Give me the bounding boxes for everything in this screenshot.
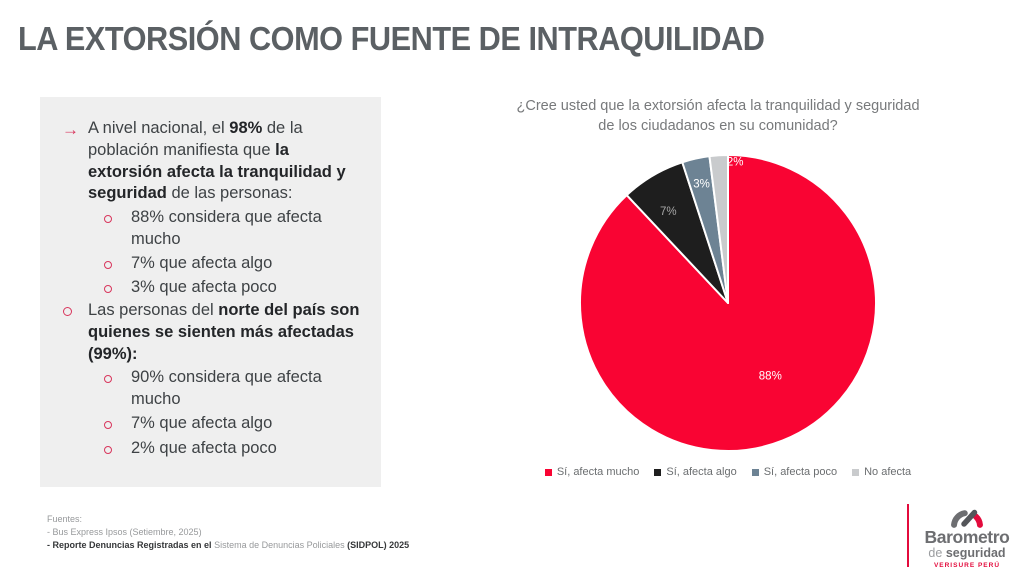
summary-box: → A nivel nacional, el 98% de la poblaci… [40, 97, 381, 487]
sub-item-text: 7% que afecta algo [131, 253, 273, 272]
sub-item-text: 2% que afecta poco [131, 438, 277, 457]
chart-title: ¿Cree usted que la extorsión afecta la t… [468, 96, 968, 136]
sub-item-text: 7% que afecta algo [131, 413, 273, 432]
pie-slice-label: 7% [660, 206, 677, 218]
bullet-north: Las personas del norte del país son quie… [62, 300, 365, 365]
pie-slice-label: 88% [759, 371, 782, 383]
bullet-north-text: Las personas del norte del país son quie… [88, 301, 360, 363]
circle-bullet-icon [62, 300, 88, 323]
legend-item: Sí, afecta algo [654, 466, 737, 478]
legend-label: Sí, afecta mucho [556, 466, 640, 478]
list-item: 2% que afecta poco [104, 438, 365, 461]
legend-label: Sí, afecta poco [763, 466, 838, 478]
legend-swatch [751, 468, 759, 476]
sub-item-text: 3% que afecta poco [131, 278, 277, 297]
chart-title-line1: ¿Cree usted que la extorsión afecta la t… [516, 98, 920, 114]
sources-note: Fuentes: - Bus Express Ipsos (Setiembre,… [47, 513, 409, 552]
logo-subtitle: de seguridad [928, 546, 1006, 560]
legend-swatch [852, 468, 860, 476]
chart-title-line2: de los ciudadanos en su comunidad? [598, 118, 838, 134]
list-item: 7% que afecta algo [104, 253, 365, 276]
page-title: LA EXTORSIÓN COMO FUENTE DE INTRAQUILIDA… [18, 20, 765, 57]
list-item: 7% que afecta algo [104, 413, 365, 436]
bullet-national-sublist: 88% considera que afecta mucho 7% que af… [104, 207, 365, 300]
circle-bullet-icon [104, 207, 131, 230]
circle-bullet-icon [104, 367, 131, 390]
pie-chart-container: 88% 7% 3% 2% [560, 135, 896, 471]
circle-bullet-icon [104, 413, 131, 436]
arrow-bullet-icon: → [62, 120, 79, 139]
source-line: - Bus Express Ipsos (Setiembre, 2025) [47, 527, 202, 538]
pie-slice-label: 3% [693, 179, 710, 191]
legend-swatch [544, 468, 552, 476]
legend-item: Sí, afecta mucho [544, 466, 640, 478]
pie-chart: 88% 7% 3% 2% [579, 154, 877, 452]
bullet-national: → A nivel nacional, el 98% de la poblaci… [62, 118, 365, 205]
logo-tagline: VERISURE PERÚ [933, 562, 1001, 569]
logo-name: Barometro [924, 527, 1010, 547]
sub-item-text: 90% considera que afecta mucho [131, 368, 322, 409]
legend-item: Sí, afecta poco [751, 466, 838, 478]
bullet-north-sublist: 90% considera que afecta mucho 7% que af… [104, 367, 365, 460]
sources-label: Fuentes: [47, 514, 83, 524]
legend-label: Sí, afecta algo [666, 466, 737, 478]
barometro-logo: Barometro de seguridad VERISURE PERÚ [916, 502, 1018, 569]
circle-bullet-icon [104, 253, 131, 276]
source-line: - Reporte Denuncias Registradas en el Si… [47, 540, 410, 551]
list-item: 90% considera que afecta mucho [104, 367, 365, 411]
gauge-icon [951, 509, 983, 528]
list-item: 88% considera que afecta mucho [104, 207, 365, 251]
chart-legend: Sí, afecta mucho Sí, afecta algo Sí, afect… [528, 466, 928, 478]
pie-slice-3 [708, 154, 729, 304]
circle-bullet-icon [104, 277, 131, 300]
sub-item-text: 88% considera que afecta mucho [131, 208, 322, 248]
logo-divider [907, 504, 909, 567]
circle-bullet-icon [104, 438, 131, 461]
legend-label: No afecta [864, 466, 912, 478]
bullet-national-text: A nivel nacional, el 98% de la población… [88, 119, 346, 203]
pie-slice-label: 2% [727, 157, 744, 169]
list-item: 3% que afecta poco [104, 277, 365, 300]
legend-swatch [654, 468, 662, 476]
legend-item: No afecta [852, 466, 911, 478]
